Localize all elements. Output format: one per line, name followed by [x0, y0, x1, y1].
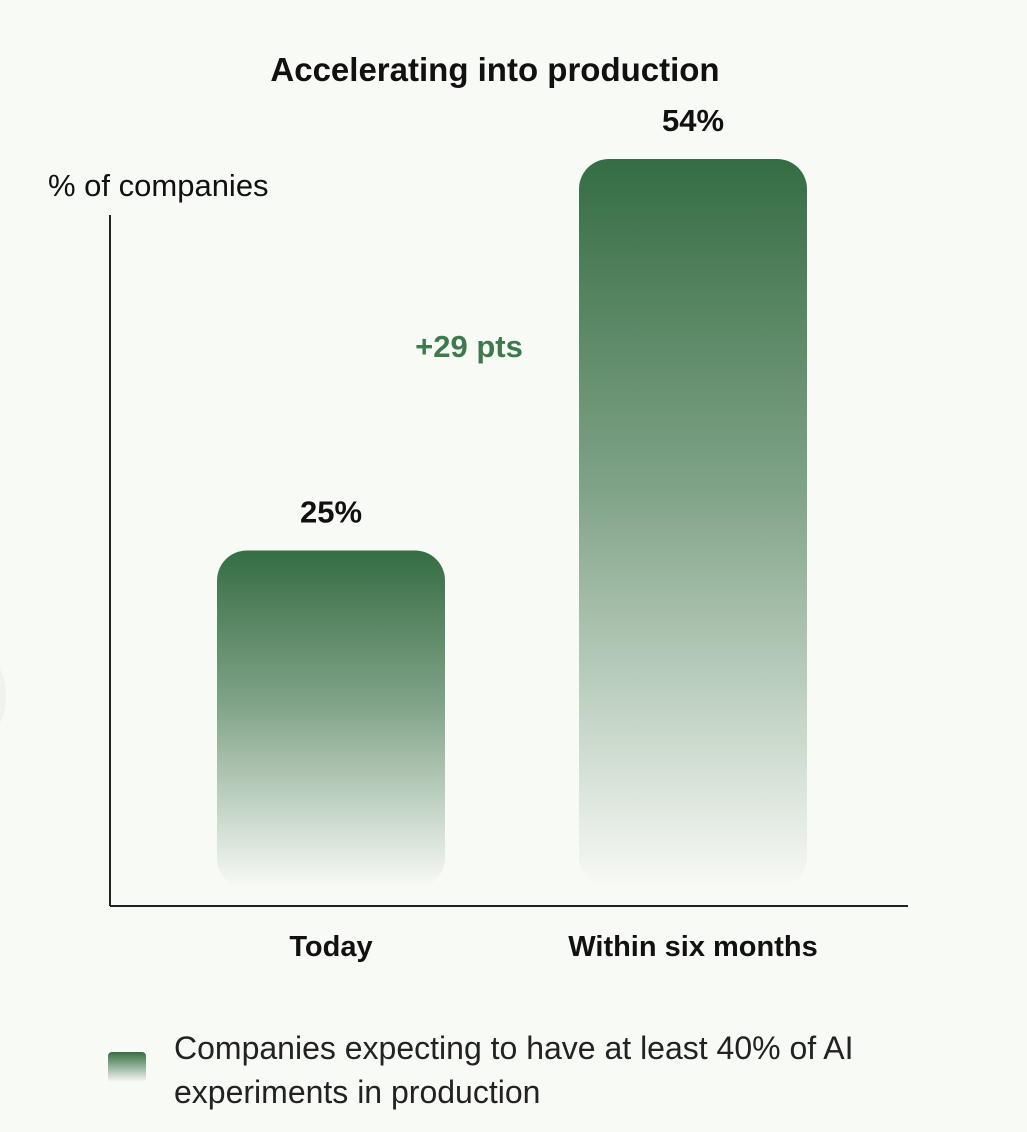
- bar-chart: 25% 54% Today Within six months +29 pts: [109, 103, 908, 963]
- change-annotation: +29 pts: [415, 329, 523, 364]
- category-label-within-six-months: Within six months: [568, 931, 817, 963]
- legend-swatch: [108, 1052, 146, 1082]
- bar-today: [217, 550, 445, 888]
- chart-title: Accelerating into production: [270, 51, 720, 88]
- bar-within-six-months: [579, 159, 807, 888]
- category-labels-group: Today Within six months: [289, 931, 817, 963]
- legend: Companies expecting to have at least 40%…: [108, 1026, 988, 1114]
- value-label-within-six-months: 54%: [662, 103, 724, 138]
- category-label-today: Today: [289, 931, 372, 963]
- y-axis-label: % of companies: [48, 168, 269, 203]
- value-labels-group: 25% 54%: [300, 103, 724, 530]
- legend-label: Companies expecting to have at least 40%…: [174, 1030, 854, 1110]
- bars-group: [217, 159, 807, 888]
- value-label-today: 25%: [300, 495, 362, 530]
- left-edge-shape: [0, 660, 6, 732]
